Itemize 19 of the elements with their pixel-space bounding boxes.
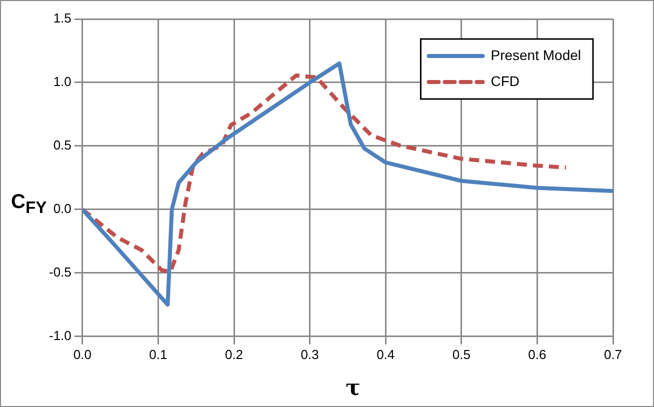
y-tick-label: 1.5 <box>53 10 72 26</box>
x-tick-label: 0.3 <box>300 346 319 362</box>
x-tick-label: 0.4 <box>376 346 395 362</box>
x-tick-label: 0.6 <box>528 346 546 362</box>
y-axis-title: C$_{FY}$ <box>11 191 47 218</box>
legend-label: CFD <box>490 72 520 89</box>
y-tick-label: 1.0 <box>53 74 72 90</box>
y-tick-label: -1.0 <box>48 328 72 343</box>
y-tick-label: 0.0 <box>53 201 72 216</box>
x-tick-label: 0.0 <box>73 346 92 362</box>
x-tick-label: 0.2 <box>224 346 244 362</box>
y-tick-label: 0.5 <box>53 138 72 153</box>
x-axis-title: τ <box>344 375 362 401</box>
y-tick-label: -0.5 <box>48 264 72 280</box>
x-tick-label: 0.5 <box>452 346 470 362</box>
line-series <box>82 73 568 274</box>
legend-label: Present Model <box>490 46 582 63</box>
x-tick-label: 0.7 <box>604 346 622 362</box>
x-tick-label: 0.1 <box>149 346 168 362</box>
